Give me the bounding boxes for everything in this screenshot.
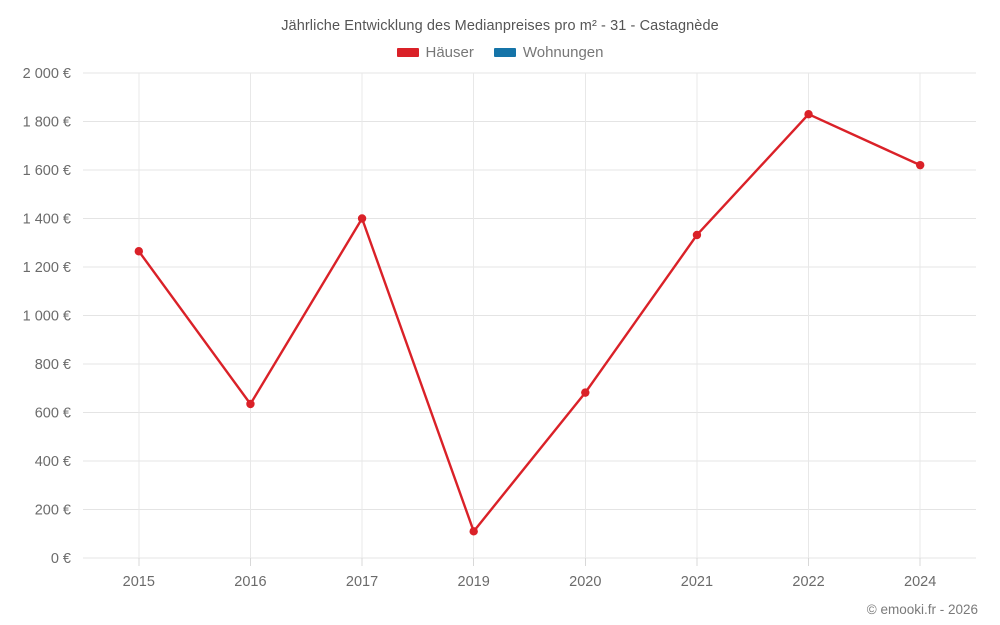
x-axis-tick-label: 2015 [123, 574, 155, 590]
y-axis-tick-label: 800 € [35, 357, 71, 373]
y-axis-tick-label: 2 000 € [23, 66, 71, 82]
x-axis-tick-label: 2024 [904, 574, 936, 590]
y-axis-tick-label: 400 € [35, 454, 71, 470]
footer-credit: © emooki.fr - 2026 [866, 602, 978, 617]
series-line-0 [137, 113, 922, 533]
x-axis-tick-label: 2016 [234, 574, 266, 590]
legend-item-wohnungen[interactable]: Wohnungen [493, 44, 604, 61]
y-axis-tick-label: 200 € [35, 503, 71, 519]
legend-swatch-hauser [396, 48, 419, 57]
x-axis-tick-label: 2019 [458, 574, 490, 590]
y-axis-tick-label: 600 € [35, 406, 71, 422]
chart-title: Jährliche Entwicklung des Medianpreises … [281, 18, 719, 34]
data-point[interactable] [134, 247, 144, 256]
x-axis-tick-label: 2017 [346, 574, 378, 590]
data-point[interactable] [469, 527, 478, 536]
data-point[interactable] [915, 160, 925, 170]
legend-label-hauser: Häuser [425, 44, 474, 61]
y-axis-tick-label: 1 200 € [23, 260, 71, 276]
data-point[interactable] [246, 399, 255, 409]
y-axis-tick-label: 1 800 € [23, 115, 71, 131]
y-axis-tick-label: 1 400 € [23, 212, 71, 228]
chart-legend: Häuser Wohnungen [0, 44, 1000, 61]
y-axis-tick-label: 1 600 € [23, 163, 71, 179]
y-axis-tick-label: 0 € [51, 551, 71, 567]
legend-item-hauser[interactable]: Häuser [396, 44, 474, 61]
x-axis-tick-label: 2020 [569, 574, 601, 590]
x-axis-tick-label: 2022 [792, 574, 824, 590]
y-axis-tick-label: 1 000 € [23, 309, 71, 325]
legend-swatch-wohnungen [493, 48, 516, 57]
legend-label-wohnungen: Wohnungen [522, 44, 604, 61]
data-point[interactable] [357, 214, 367, 223]
data-point[interactable] [581, 388, 590, 397]
x-axis-tick-label: 2021 [681, 574, 713, 590]
data-point[interactable] [692, 230, 702, 240]
data-point[interactable] [804, 110, 813, 119]
